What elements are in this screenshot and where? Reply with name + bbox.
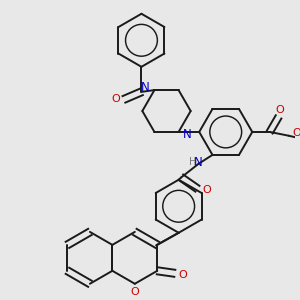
Text: H: H [188,157,196,167]
Text: O: O [276,105,284,116]
Text: N: N [141,81,150,94]
Text: N: N [183,128,192,141]
Text: O: O [292,128,300,138]
Text: O: O [111,94,120,104]
Text: O: O [130,287,139,297]
Text: N: N [194,156,203,169]
Text: O: O [179,270,188,280]
Text: O: O [202,185,211,195]
